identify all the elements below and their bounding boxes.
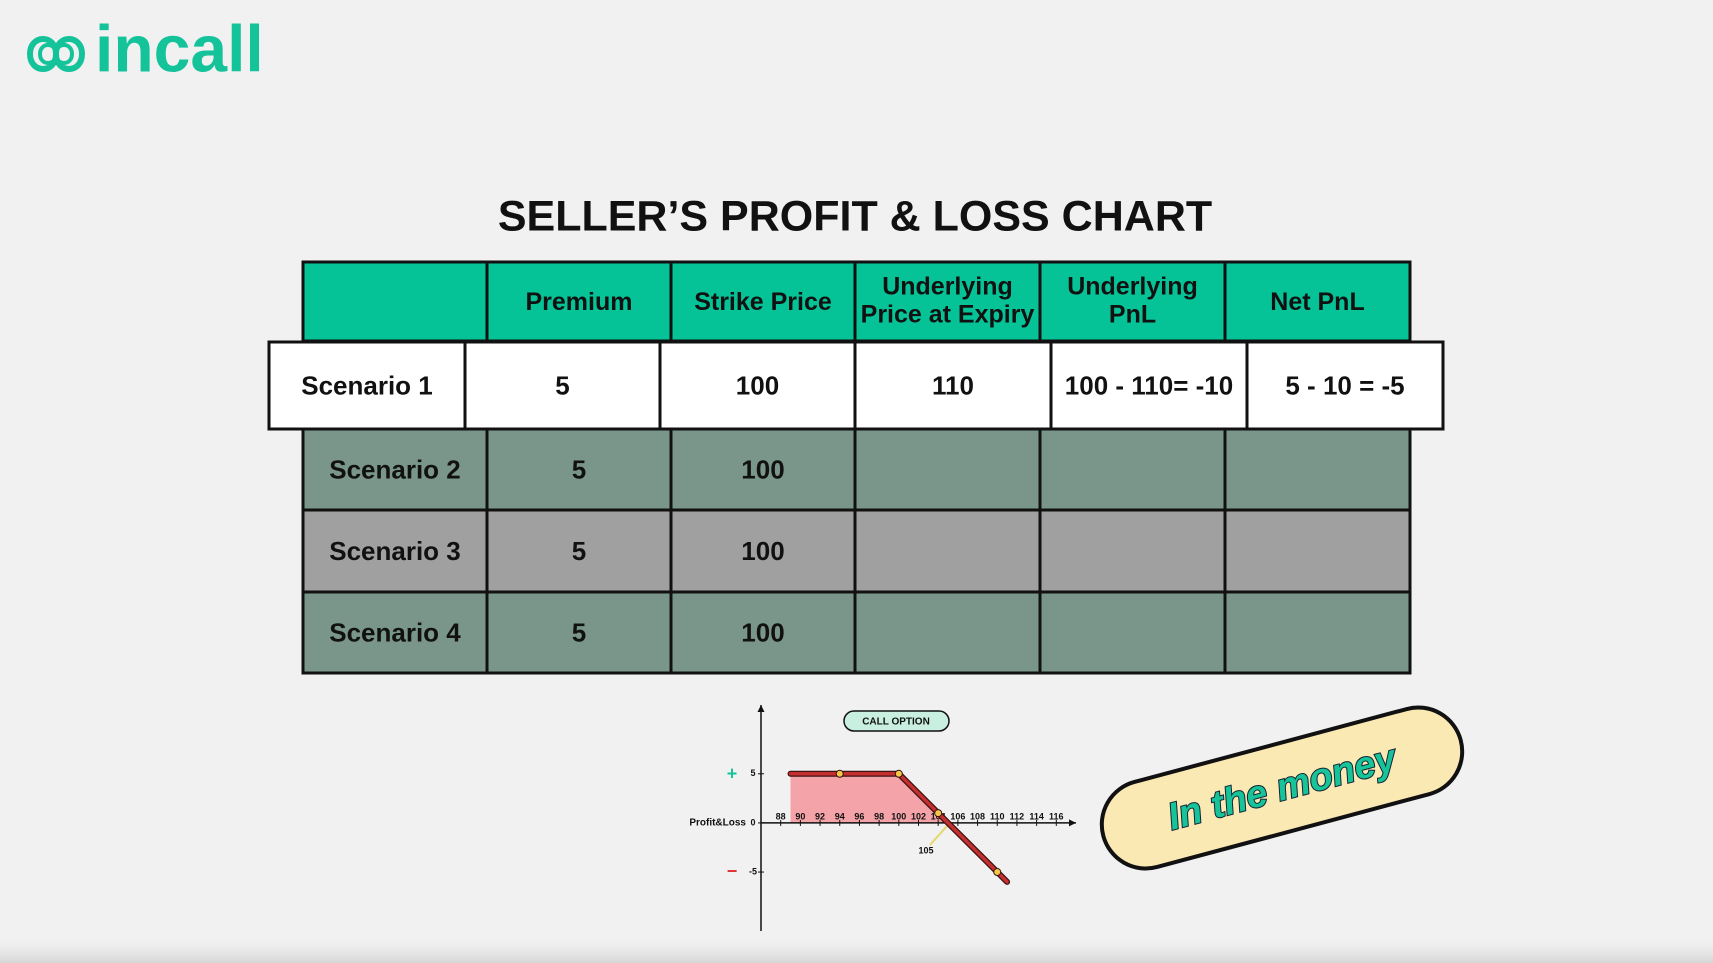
row-label: Scenario 4 xyxy=(329,617,461,647)
column-header: Strike Price xyxy=(694,288,832,316)
column-header: Underlying Price at Expiry xyxy=(861,272,1035,328)
payoff-point xyxy=(835,769,844,778)
table-value: 5 xyxy=(572,454,586,484)
table-cell xyxy=(485,590,673,675)
table: Premium Strike Price Underlying Price at Ex… xyxy=(267,260,1445,675)
badge-pill xyxy=(843,710,950,732)
table-cell xyxy=(853,427,1042,512)
badge-text: CALL OPTION xyxy=(862,717,930,728)
x-axis-arrow xyxy=(1069,819,1076,827)
table-cell xyxy=(1038,427,1227,512)
x-tick-label: 102 xyxy=(911,811,926,821)
callout: In the money xyxy=(1099,705,1465,871)
negative-sign: − xyxy=(727,861,738,881)
y-tick-label: 5 xyxy=(750,768,755,778)
x-tick-label: 96 xyxy=(854,811,864,821)
x-tick-label: 112 xyxy=(1010,811,1025,821)
payoff-point xyxy=(894,769,903,778)
y-axis-label: Profit&Loss xyxy=(689,818,746,829)
callout-pill xyxy=(1099,705,1465,871)
table-cell xyxy=(1223,427,1412,512)
x-tick-label: 108 xyxy=(970,811,985,821)
table-value: 5 xyxy=(572,617,586,647)
table-cell xyxy=(1223,508,1412,594)
column-header: Net PnL xyxy=(1270,288,1364,316)
annotation-leader xyxy=(929,824,949,846)
logo: incall xyxy=(26,11,264,85)
column-header: Premium xyxy=(526,288,633,316)
table-value: 100 - 110= -10 xyxy=(1065,370,1233,400)
table-value: 5 xyxy=(572,536,586,566)
x-tick-label: 98 xyxy=(874,811,884,821)
table-cell xyxy=(853,590,1042,675)
table-value: 100 xyxy=(736,370,779,400)
table-cell xyxy=(853,340,1053,431)
table-cell xyxy=(301,590,489,675)
logo-text: incall xyxy=(95,11,264,85)
table-cell xyxy=(669,590,857,675)
positive-sign: + xyxy=(727,764,738,784)
table-cell xyxy=(1245,340,1445,431)
table-cell xyxy=(853,508,1042,594)
payoff-chart: 889092949698100102104106108110112114116-… xyxy=(689,705,1076,931)
table-cell xyxy=(301,427,489,512)
row-label: Scenario 1 xyxy=(301,370,433,400)
x-tick-label: 88 xyxy=(776,811,786,821)
table-cell xyxy=(1038,590,1227,675)
table-value: 5 xyxy=(555,370,569,400)
logo-icon xyxy=(26,36,86,72)
table-value: 5 - 10 = -5 xyxy=(1285,370,1404,400)
y-tick-label: 0 xyxy=(750,817,755,827)
table-cell xyxy=(485,427,673,512)
x-tick-label: 92 xyxy=(815,811,825,821)
x-tick-label: 100 xyxy=(891,811,906,821)
y-axis-arrow xyxy=(757,705,765,712)
column-header: Underlying PnL xyxy=(1067,272,1198,328)
x-tick-label: 114 xyxy=(1029,811,1044,821)
header-cell xyxy=(669,260,857,343)
table-value: 100 xyxy=(741,536,784,566)
table-cell xyxy=(1223,590,1412,675)
payoff-point xyxy=(993,868,1002,877)
row-label: Scenario 3 xyxy=(329,536,461,566)
header-cell xyxy=(485,260,673,343)
table-value: 100 xyxy=(741,617,784,647)
title: SELLER’S PROFIT & LOSS CHART xyxy=(498,192,1212,240)
header-cell xyxy=(301,260,489,343)
x-tick-label: 116 xyxy=(1049,811,1064,821)
table-cell xyxy=(1038,508,1227,594)
y-tick-label: -5 xyxy=(749,866,757,876)
table-value: 110 xyxy=(932,370,974,400)
row-label: Scenario 2 xyxy=(329,454,461,484)
payoff-point xyxy=(934,809,943,818)
x-tick-label: 106 xyxy=(950,811,965,821)
table-cell xyxy=(669,427,857,512)
x-tick-label: 90 xyxy=(795,811,805,821)
bottom-shade xyxy=(0,935,1713,963)
table-cell xyxy=(658,340,857,431)
table-value: 100 xyxy=(741,454,784,484)
table-cell xyxy=(485,508,673,594)
annotation-label: 105 xyxy=(919,845,934,855)
x-tick-label: 110 xyxy=(990,811,1005,821)
x-tick-label: 94 xyxy=(835,811,845,821)
